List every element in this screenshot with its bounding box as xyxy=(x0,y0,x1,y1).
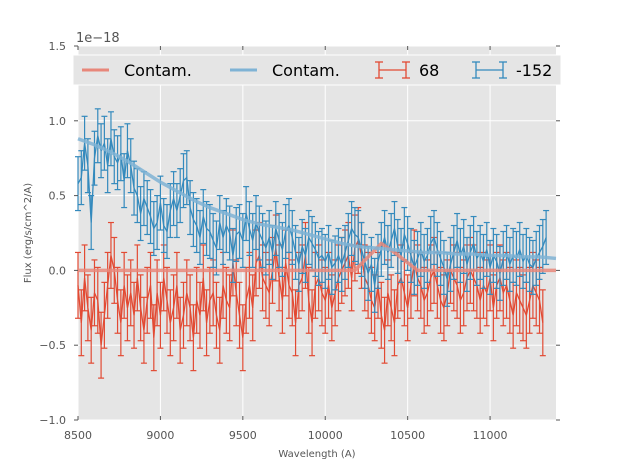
legend-label: 68 xyxy=(419,61,439,80)
legend-entry: -152 xyxy=(472,61,552,80)
series-layer xyxy=(75,108,557,379)
legend-entry: 68 xyxy=(375,61,439,80)
data-line xyxy=(77,135,547,286)
y-offset-label: 1e−18 xyxy=(76,31,120,46)
x-tick-label: 11000 xyxy=(473,429,508,442)
y-tick-label: 0.5 xyxy=(49,190,67,203)
plot-background xyxy=(78,46,556,420)
x-tick-label: 9000 xyxy=(146,429,174,442)
contamination-line xyxy=(77,137,557,261)
y-tick-label: 0.0 xyxy=(49,264,67,277)
legend-entry: Contam. xyxy=(230,61,340,80)
y-axis-label: Flux (erg/s/cm^2/A) xyxy=(23,183,34,283)
y-tick-label: −0.5 xyxy=(39,339,66,352)
x-tick-label: 10000 xyxy=(308,429,343,442)
axes: 8500 9000 9500 10000 10500 11000 −1.0 −0.5 0.0 0.… xyxy=(39,40,560,442)
legend-label: Contam. xyxy=(272,61,340,80)
y-tick-label: 1.5 xyxy=(49,40,67,53)
legend: Contam. Contam. 68 -152 xyxy=(72,54,562,86)
legend-label: Contam. xyxy=(124,61,192,80)
y-tick-label: −1.0 xyxy=(39,414,66,427)
legend-label: -152 xyxy=(516,61,552,80)
legend-entry: Contam. xyxy=(82,61,192,80)
x-axis-label: Wavelength (A) xyxy=(278,449,355,460)
y-tick-label: 1.0 xyxy=(49,115,67,128)
x-tick-label: 8500 xyxy=(64,429,92,442)
x-tick-label: 10500 xyxy=(390,429,425,442)
x-tick-label: 9500 xyxy=(229,429,257,442)
data-line xyxy=(77,238,544,346)
